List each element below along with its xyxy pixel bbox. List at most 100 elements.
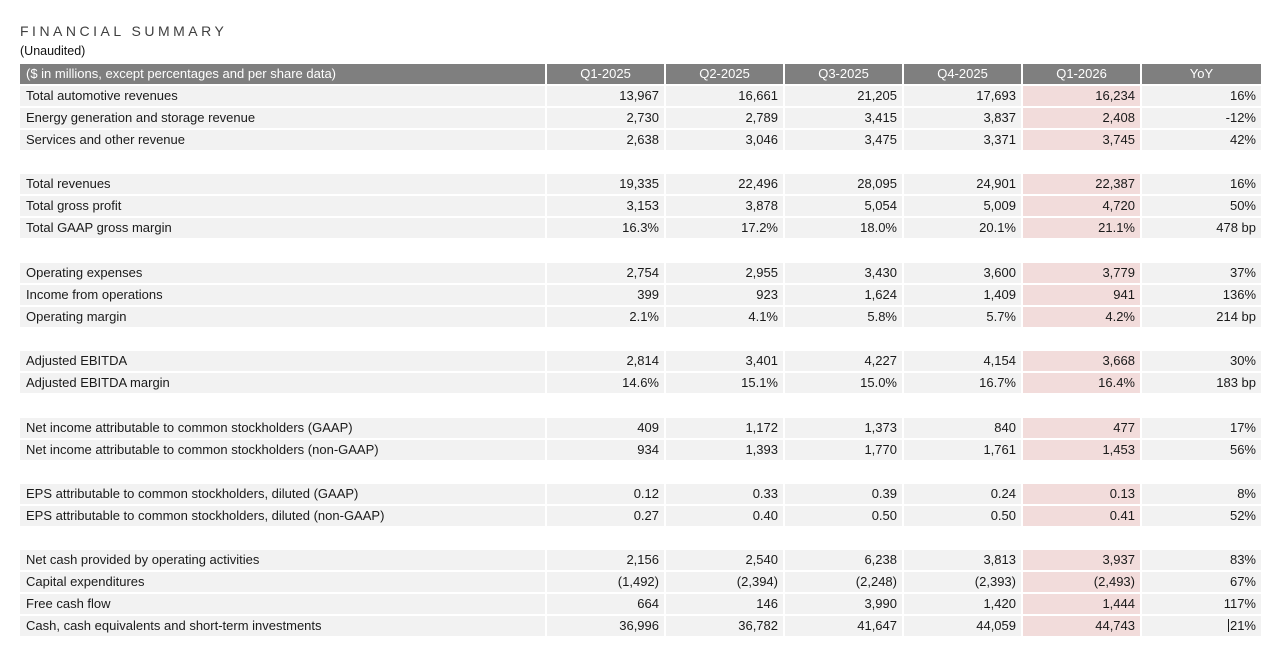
- cell-value: 3,837: [904, 108, 1023, 130]
- cell-value: 941: [1023, 284, 1142, 307]
- group-spacer-row: [20, 152, 1263, 175]
- cell-value: 0.13: [1023, 483, 1142, 506]
- text-cursor: [1227, 619, 1229, 633]
- cell-value: 5,054: [785, 196, 904, 219]
- cell-value: 0.50: [785, 505, 904, 528]
- cell-value: 15.1%: [666, 373, 785, 396]
- table-row: Total automotive revenues 13,967 16,661 21,…: [20, 86, 1263, 108]
- row-label: Free cash flow: [20, 594, 547, 617]
- table-body: Total automotive revenues 13,967 16,661 21,…: [20, 86, 1263, 639]
- cell-value: 0.12: [547, 483, 666, 506]
- cell-value: 2,408: [1023, 108, 1142, 130]
- cell-value: 16%: [1142, 174, 1263, 197]
- cell-value: 409: [547, 417, 666, 440]
- table-row: Adjusted EBITDA margin 14.6% 15.1% 15.0% 16.…: [20, 373, 1263, 396]
- table-row: Total revenues 19,335 22,496 28,095 24,901 22…: [20, 174, 1263, 197]
- table-row: Operating margin 2.1% 4.1% 5.8% 5.7% 4.2% 214 …: [20, 306, 1263, 329]
- cell-value: 3,401: [666, 351, 785, 374]
- table-row: Services and other revenue 2,638 3,046 3,47…: [20, 130, 1263, 152]
- row-label: Total GAAP gross margin: [20, 218, 547, 241]
- cell-value: 478 bp: [1142, 218, 1263, 241]
- row-label: EPS attributable to common stockholders,…: [20, 483, 547, 506]
- cell-value: 3,475: [785, 130, 904, 152]
- cell-value: (2,248): [785, 572, 904, 595]
- cell-value: 22,387: [1023, 174, 1142, 197]
- row-label: Income from operations: [20, 284, 547, 307]
- cell-value: 4.2%: [1023, 306, 1142, 329]
- cell-value: 17,693: [904, 86, 1023, 108]
- cell-value: 16.7%: [904, 373, 1023, 396]
- cell-value: 44,059: [904, 616, 1023, 639]
- cell-value: 840: [904, 417, 1023, 440]
- page-subtitle: (Unaudited): [20, 44, 86, 58]
- cell-value: 3,668: [1023, 351, 1142, 374]
- table-row: Capital expenditures (1,492) (2,394) (2,248…: [20, 572, 1263, 595]
- cell-value: 2,730: [547, 108, 666, 130]
- table-row: Net cash provided by operating activitie…: [20, 550, 1263, 573]
- row-label: Net income attributable to common stockh…: [20, 417, 547, 440]
- cell-value: 24,901: [904, 174, 1023, 197]
- cell-value: 13,967: [547, 86, 666, 108]
- cell-value: 14.6%: [547, 373, 666, 396]
- cell-value: 18.0%: [785, 218, 904, 241]
- row-label: Total revenues: [20, 174, 547, 197]
- cell-value: 36,996: [547, 616, 666, 639]
- group-spacer-row: [20, 240, 1263, 263]
- cell-value: 21%: [1142, 616, 1263, 639]
- cell-value: 3,990: [785, 594, 904, 617]
- table-row: Income from operations 399 923 1,624 1,409 94…: [20, 284, 1263, 307]
- cell-value: 15.0%: [785, 373, 904, 396]
- cell-value: 6,238: [785, 550, 904, 573]
- row-label: Cash, cash equivalents and short-term in…: [20, 616, 547, 639]
- cell-value: 2,638: [547, 130, 666, 152]
- cell-value: 16%: [1142, 86, 1263, 108]
- table-row: Energy generation and storage revenue 2,7…: [20, 108, 1263, 130]
- cell-value: 664: [547, 594, 666, 617]
- cell-value: 8%: [1142, 483, 1263, 506]
- cell-value: 2,955: [666, 262, 785, 285]
- cell-value: 4,720: [1023, 196, 1142, 219]
- row-label: EPS attributable to common stockholders,…: [20, 505, 547, 528]
- cell-value: 37%: [1142, 262, 1263, 285]
- cell-value: 50%: [1142, 196, 1263, 219]
- row-label: Total automotive revenues: [20, 86, 547, 108]
- cell-value: 5.7%: [904, 306, 1023, 329]
- cell-value: 2,814: [547, 351, 666, 374]
- cell-value: 41,647: [785, 616, 904, 639]
- column-header-q1-2026: Q1-2026: [1023, 64, 1142, 86]
- cell-value: 16,661: [666, 86, 785, 108]
- cell-value: 1,420: [904, 594, 1023, 617]
- cell-value: 16,234: [1023, 86, 1142, 108]
- cell-value: 477: [1023, 417, 1142, 440]
- row-label: Capital expenditures: [20, 572, 547, 595]
- table-row: EPS attributable to common stockholders,…: [20, 505, 1263, 528]
- cell-value: 1,409: [904, 284, 1023, 307]
- cell-value: 3,430: [785, 262, 904, 285]
- cell-value: 399: [547, 284, 666, 307]
- cell-value: 3,600: [904, 262, 1023, 285]
- cell-value: 22,496: [666, 174, 785, 197]
- cell-value: 3,415: [785, 108, 904, 130]
- group-spacer-row: [20, 527, 1263, 551]
- cell-value: 934: [547, 439, 666, 462]
- cell-value: 30%: [1142, 351, 1263, 374]
- cell-value: 5.8%: [785, 306, 904, 329]
- cell-value: 2,754: [547, 262, 666, 285]
- table-row: Operating expenses 2,754 2,955 3,430 3,600 3,…: [20, 262, 1263, 285]
- financial-summary-table: ($ in millions, except percentages and p…: [20, 64, 1263, 639]
- cell-value: 44,743: [1023, 616, 1142, 639]
- table-row: EPS attributable to common stockholders,…: [20, 483, 1263, 506]
- cell-value: 3,153: [547, 196, 666, 219]
- row-label: Adjusted EBITDA: [20, 351, 547, 374]
- page-title: FINANCIAL SUMMARY: [20, 23, 228, 39]
- table-row: Adjusted EBITDA 2,814 3,401 4,227 4,154 3,668…: [20, 351, 1263, 374]
- cell-value: (2,393): [904, 572, 1023, 595]
- cell-value: 16.4%: [1023, 373, 1142, 396]
- cell-value: 67%: [1142, 572, 1263, 595]
- cell-value: (2,394): [666, 572, 785, 595]
- row-label: Services and other revenue: [20, 130, 547, 152]
- table-row: Total gross profit 3,153 3,878 5,054 5,009 4,…: [20, 196, 1263, 219]
- cell-value: 20.1%: [904, 218, 1023, 241]
- cell-value: 3,937: [1023, 550, 1142, 573]
